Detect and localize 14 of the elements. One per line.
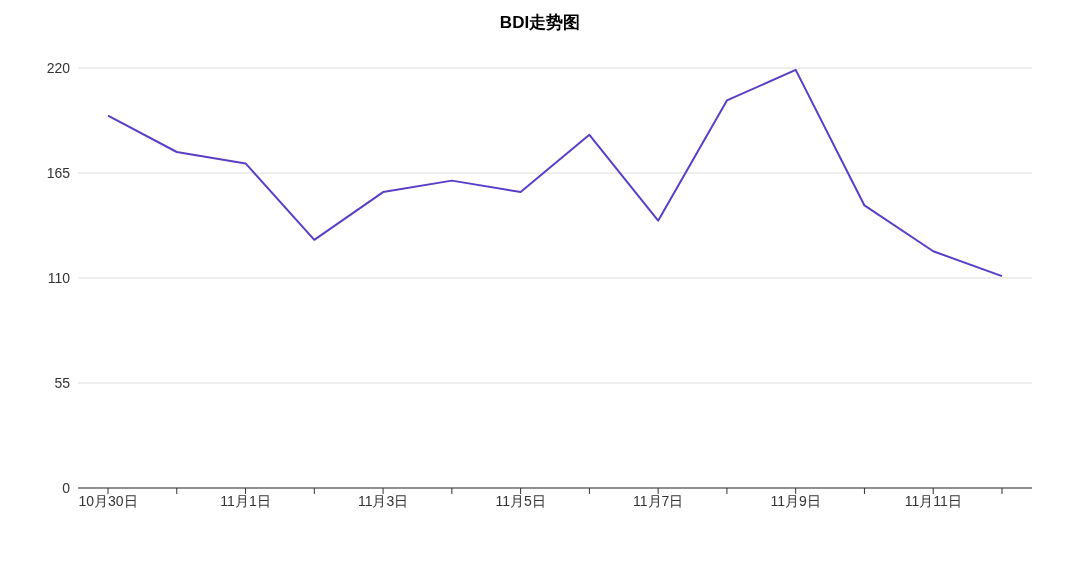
x-tick-label: 11月11日 <box>904 492 962 509</box>
y-tick-label: 55 <box>54 374 71 391</box>
x-tick-label: 10月30日 <box>78 492 138 509</box>
chart-title: BDI走势图 <box>498 12 582 34</box>
y-tick-label: 220 <box>46 59 71 76</box>
x-tick-label: 11月7日 <box>632 492 684 509</box>
line-series <box>107 68 1003 278</box>
y-tick-label: 0 <box>62 479 71 496</box>
x-tick-label: 11月3日 <box>357 492 409 509</box>
x-tick-label: 11月1日 <box>220 492 271 509</box>
x-tick-label: 11月9日 <box>770 492 821 509</box>
y-tick-label: 165 <box>46 164 71 181</box>
x-tick-label: 11月5日 <box>495 492 546 509</box>
y-tick-label: 110 <box>47 269 71 286</box>
